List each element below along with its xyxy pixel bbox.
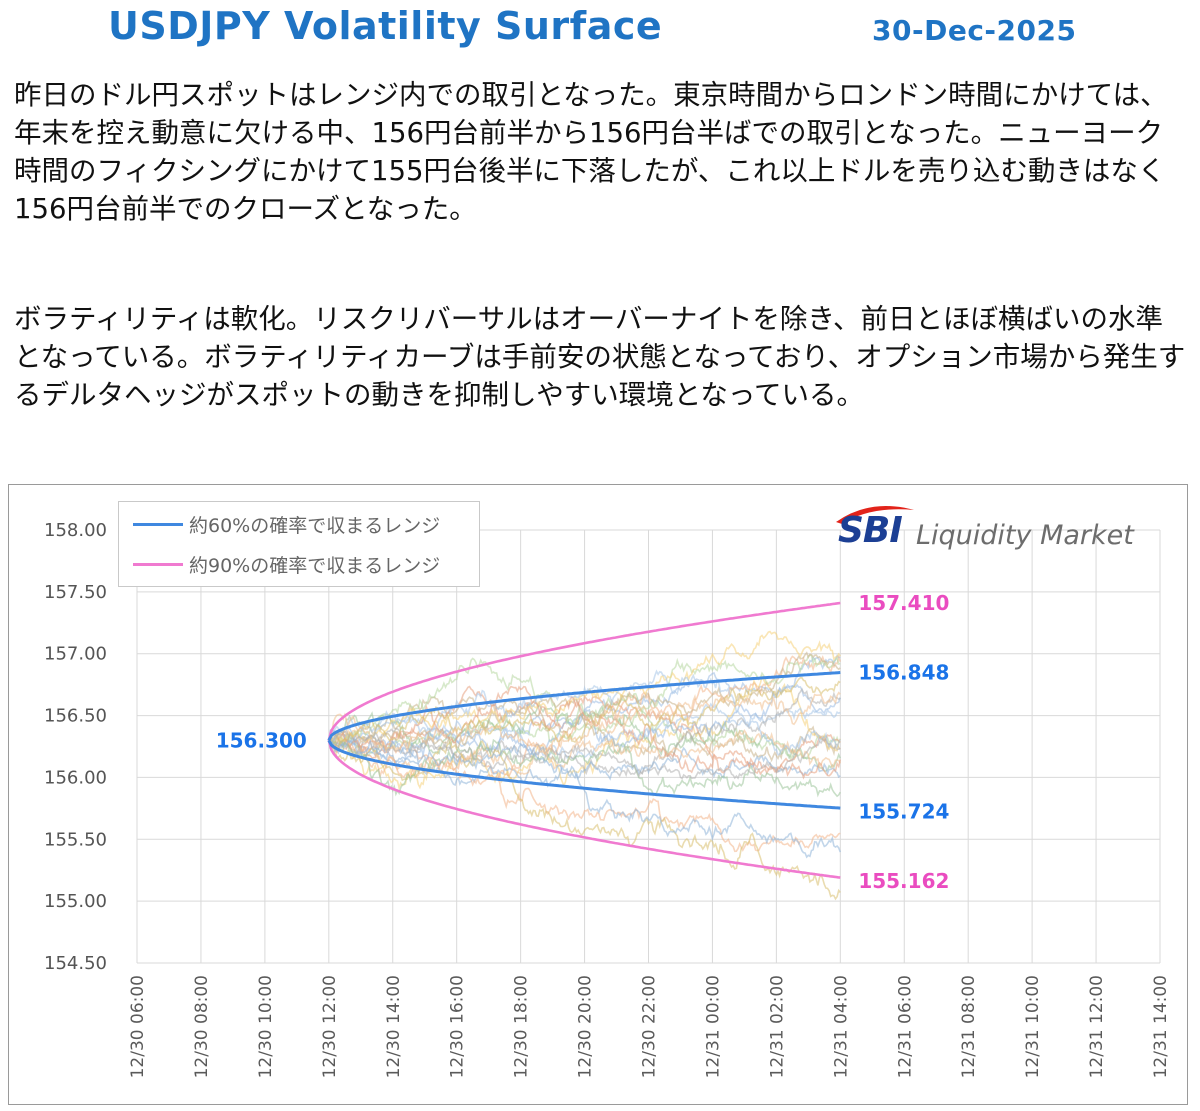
y-tick-label: 154.50: [44, 953, 107, 974]
range60-upper-label: 156.848: [858, 661, 949, 685]
simulated-path: [328, 676, 841, 747]
range90-upper-line: [327, 601, 841, 741]
x-tick-label: 12/30 08:00: [192, 975, 212, 1078]
x-tick-label: 12/30 20:00: [576, 975, 596, 1078]
y-tick-label: 156.50: [44, 706, 107, 727]
logo-text: Liquidity Market: [916, 520, 1134, 551]
simulated-path: [328, 691, 841, 756]
sbi-logo: SBI Liquidity Market: [830, 506, 1170, 558]
simulated-path: [328, 729, 841, 780]
range60-lower-label: 155.724: [858, 800, 949, 824]
y-tick-label: 157.50: [44, 582, 107, 603]
x-tick-label: 12/31 06:00: [895, 975, 915, 1078]
x-tick-label: 12/30 06:00: [128, 975, 148, 1078]
x-tick-label: 12/30 18:00: [512, 975, 532, 1078]
y-tick-label: 157.00: [44, 644, 107, 665]
simulated-path: [328, 738, 842, 859]
x-tick-label: 12/30 16:00: [448, 975, 468, 1078]
x-tick-label: 12/31 04:00: [831, 975, 851, 1078]
spot-value-label: 156.300: [216, 728, 307, 752]
range60-lower-line: [327, 739, 841, 810]
x-tick-label: 12/30 10:00: [256, 975, 276, 1078]
range90-upper-label: 157.410: [858, 591, 949, 615]
y-tick-label: 156.00: [44, 767, 107, 788]
chart-legend: 約60%の確率で収まるレンジ 約90%の確率で収まるレンジ: [118, 501, 480, 587]
range90-lower-label: 155.162: [858, 869, 949, 893]
simulated-path: [328, 702, 841, 760]
logo-brand: SBI: [838, 510, 903, 551]
simulated-path: [328, 630, 841, 744]
chart-frame: [8, 484, 1188, 1105]
x-tick-label: 12/31 02:00: [767, 975, 787, 1078]
x-tick-label: 12/31 14:00: [1151, 975, 1171, 1078]
simulated-path: [328, 738, 841, 798]
simulated-path: [328, 731, 841, 788]
y-tick-label: 158.00: [44, 520, 107, 541]
legend-swatch-60: [133, 522, 183, 526]
page-title: USDJPY Volatility Surface: [108, 4, 663, 48]
x-tick-label: 12/30 22:00: [640, 975, 660, 1078]
report-date: 30-Dec-2025: [872, 14, 1077, 47]
range90-lower-line: [327, 739, 841, 879]
x-tick-label: 12/31 00:00: [703, 975, 723, 1078]
y-tick-label: 155.00: [44, 891, 107, 912]
range60-upper-line: [327, 671, 841, 742]
commentary-paragraph-1: 昨日のドル円スポットはレンジ内での取引となった。東京時間からロンドン時間にかけて…: [14, 79, 1168, 225]
legend-swatch-90: [133, 562, 183, 566]
legend-label-90: 約90%の確率で収まるレンジ: [189, 554, 441, 577]
x-tick-label: 12/30 12:00: [320, 975, 340, 1078]
commentary-paragraph-2: ボラティリティは軟化。リスクリバーサルはオーバーナイトを除き、前日とほぼ横ばいの…: [14, 303, 1186, 411]
legend-label-60: 約60%の確率で収まるレンジ: [189, 514, 441, 537]
y-tick-label: 155.50: [44, 829, 107, 850]
x-tick-label: 12/31 12:00: [1087, 975, 1107, 1078]
simulated-path: [328, 685, 842, 780]
x-tick-label: 12/30 14:00: [384, 975, 404, 1078]
x-tick-label: 12/31 08:00: [959, 975, 979, 1078]
simulated-path: [328, 728, 841, 777]
legend-item-60: 約60%の確率で収まるレンジ: [133, 512, 441, 537]
logo-swoosh-icon: [836, 506, 914, 524]
simulated-path: [328, 651, 841, 754]
legend-item-90: 約90%の確率で収まるレンジ: [133, 552, 441, 577]
x-tick-label: 12/31 10:00: [1023, 975, 1043, 1078]
simulated-path: [328, 696, 841, 763]
